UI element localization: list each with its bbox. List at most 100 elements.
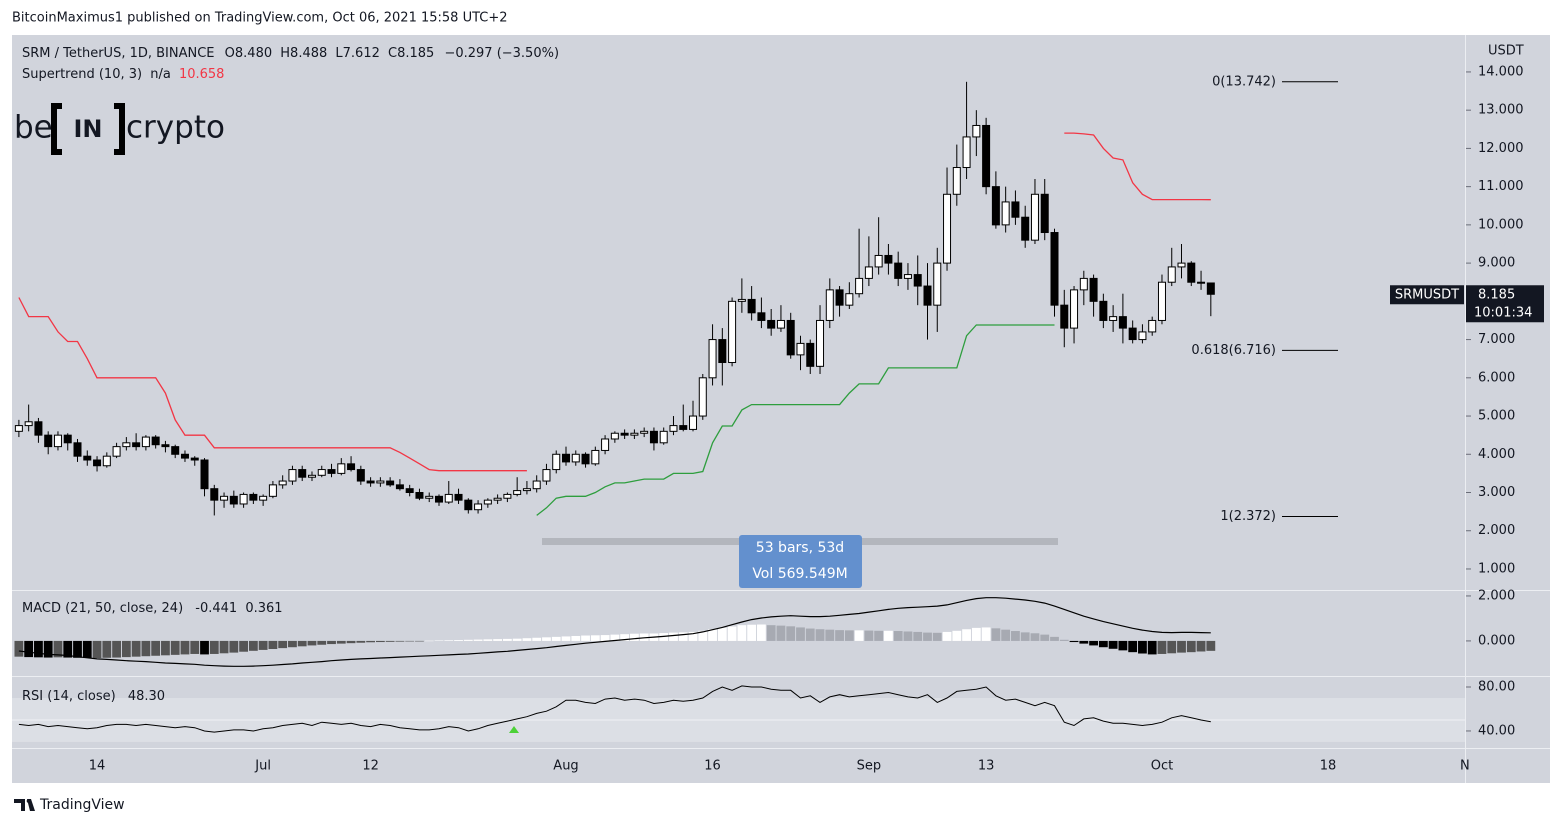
macd-histogram-bar [151, 640, 161, 656]
footer-icon [14, 799, 35, 811]
macd-histogram-bar [53, 640, 63, 658]
y-tick-label: 2.000 [1478, 588, 1515, 603]
macd-histogram-bar [1128, 640, 1138, 653]
macd-histogram-bar [307, 640, 317, 646]
legend-key: O [225, 46, 235, 61]
macd-histogram-bar [522, 638, 532, 641]
y-tick-label: 12.000 [1478, 141, 1524, 156]
macd-histogram-bar [268, 640, 278, 650]
macd-histogram-bar [512, 638, 522, 641]
fib-label: 0(13.742) [1212, 74, 1276, 89]
macd-histogram-bar [952, 630, 962, 641]
y-tick-label: 10.000 [1478, 217, 1524, 232]
macd-histogram-bar [317, 640, 327, 645]
candle-body [728, 300, 737, 364]
supertrend-status: n/a [150, 67, 171, 82]
candle-body [552, 453, 561, 471]
macd-histogram-bar [1138, 640, 1147, 654]
candle-body [376, 480, 385, 484]
candle-body [229, 495, 238, 505]
macd-histogram-bar [864, 630, 874, 641]
candle-body [24, 421, 33, 427]
symbol: SRM / TetherUS, 1D, BINANCE [22, 46, 215, 61]
macd-histogram-bar [297, 640, 307, 647]
watermark-text: crypto [126, 110, 225, 146]
macd-histogram-bar [1186, 640, 1196, 653]
candle-body [610, 432, 619, 440]
candle-body [93, 459, 102, 467]
macd-histogram-bar [757, 624, 766, 641]
candle-body [1206, 282, 1215, 295]
macd-histogram-bar [415, 640, 424, 642]
macd-histogram-bar [454, 640, 463, 641]
macd-histogram-bar [962, 629, 971, 641]
macd-histogram-bar [444, 640, 454, 641]
candle-body [356, 469, 365, 482]
macd-histogram-bar [737, 625, 747, 641]
footer-text: TradingView [39, 797, 125, 813]
candle-body [845, 293, 854, 306]
x-tick-label: Aug [553, 759, 578, 774]
candle-body [268, 484, 277, 497]
macd-histogram-bar [239, 640, 248, 652]
macd-histogram-bar [405, 640, 415, 642]
y-tick-label: 4.000 [1478, 447, 1515, 462]
candle-body [718, 339, 727, 364]
macd-histogram-bar [698, 630, 708, 641]
macd-histogram-bar [610, 634, 620, 641]
macd-histogram-bar [903, 631, 913, 641]
y-tick-label: 80.00 [1478, 680, 1515, 695]
macd-histogram-bar [434, 640, 444, 641]
candle-body [44, 434, 53, 448]
macd-histogram-bar [219, 640, 229, 654]
supertrend-down [18, 132, 1211, 472]
candle-body [444, 493, 453, 503]
candle-body [112, 446, 121, 457]
macd-histogram-bar [1177, 640, 1186, 653]
macd-histogram-bar [805, 628, 815, 641]
macd-histogram-bar [493, 639, 503, 641]
macd-histogram-bar [1157, 640, 1167, 654]
macd-histogram-bar [1206, 640, 1216, 651]
candle-body [581, 453, 590, 465]
candle-body [249, 493, 258, 501]
macd-histogram-bar [121, 640, 131, 658]
candle-body [386, 480, 395, 486]
candle-body [542, 469, 551, 482]
countdown-text: 10:01:34 [1474, 305, 1532, 320]
candle-body [200, 459, 209, 490]
candle-body [1040, 193, 1049, 234]
candle-body [307, 474, 316, 478]
macd-histogram-bar [1011, 631, 1020, 641]
supertrend-legend: Supertrend (10, 3) n/a 10.658 [22, 67, 224, 82]
footer-icon [26, 799, 31, 803]
macd-histogram-bar [551, 636, 561, 641]
macd-histogram-bar [1059, 639, 1069, 641]
candle-body [190, 457, 199, 461]
candle-body [220, 495, 229, 501]
macd-histogram-bar [82, 640, 92, 659]
macd-histogram-bar [43, 640, 53, 658]
candle-body [83, 455, 92, 461]
y-tick-label: 1.000 [1478, 561, 1515, 576]
macd-histogram-bar [278, 640, 288, 649]
legend-key: C [388, 46, 397, 61]
watermark-text: be [14, 110, 53, 146]
candle-body [1177, 262, 1186, 268]
macd-histogram-bar [473, 639, 483, 641]
x-tick-label: N [1460, 759, 1470, 774]
candle-body [796, 342, 805, 356]
watermark-bracket [51, 103, 125, 155]
macd-histogram-bar [375, 640, 385, 643]
macd-histogram-bar [581, 635, 590, 641]
macd-histogram-bar [688, 631, 698, 641]
macd-histogram-bar [34, 640, 43, 658]
macd-histogram-bar [1069, 640, 1079, 643]
macd-histogram-bar [248, 640, 258, 651]
candle-body [1138, 331, 1147, 341]
candle-body [366, 480, 375, 484]
macd-histogram-bar [170, 640, 180, 655]
macd-histogram-bar [844, 630, 854, 641]
candle-body [1157, 281, 1166, 321]
